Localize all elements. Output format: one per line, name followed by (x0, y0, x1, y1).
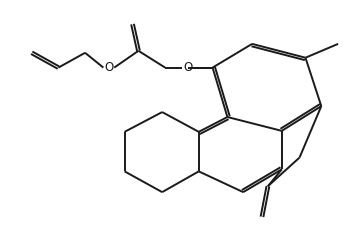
Text: O: O (183, 61, 193, 74)
Text: O: O (104, 61, 113, 74)
